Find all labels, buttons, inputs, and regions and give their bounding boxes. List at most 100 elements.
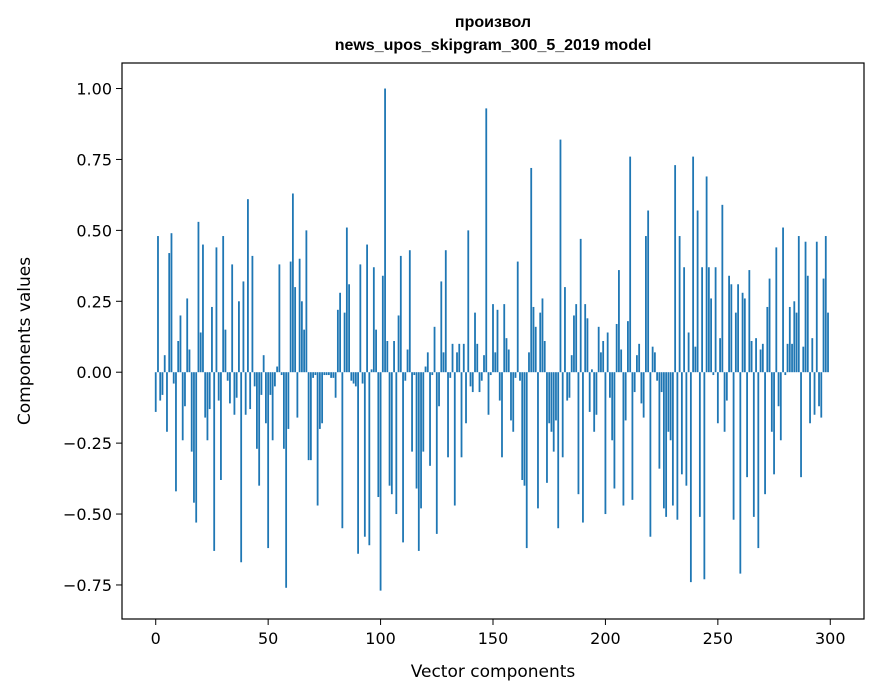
- bar: [768, 278, 771, 373]
- bar: [271, 372, 274, 441]
- bar: [586, 318, 589, 373]
- bar: [570, 355, 573, 373]
- bar: [314, 372, 317, 376]
- bar: [303, 329, 306, 373]
- bar: [779, 372, 782, 441]
- bar: [748, 270, 751, 373]
- bar: [824, 236, 827, 373]
- bar: [575, 304, 578, 373]
- bar: [705, 176, 708, 373]
- y-tick-label: −0.75: [63, 576, 112, 595]
- chart-subtitle: news_upos_skipgram_300_5_2019 model: [335, 37, 652, 54]
- bar: [442, 352, 445, 373]
- x-tick-label: 150: [478, 629, 509, 648]
- bar: [186, 298, 189, 373]
- bar: [193, 372, 195, 503]
- bar: [703, 372, 706, 580]
- bar: [827, 312, 829, 373]
- bar: [752, 372, 755, 517]
- bar: [534, 326, 537, 373]
- bar: [211, 306, 213, 373]
- bar: [213, 372, 216, 551]
- bar: [543, 341, 546, 373]
- bar: [815, 241, 818, 373]
- y-axis-label: Components values: [15, 257, 35, 425]
- bar: [743, 298, 746, 373]
- bar: [671, 372, 674, 506]
- bar: [692, 156, 695, 373]
- bar: [561, 372, 564, 458]
- bar: [507, 349, 510, 373]
- y-tick-label: 0.00: [76, 363, 112, 382]
- bar: [818, 372, 820, 407]
- bar: [361, 372, 364, 384]
- bar: [195, 372, 198, 523]
- bar: [348, 284, 350, 373]
- bar: [451, 343, 454, 373]
- bar: [698, 372, 701, 517]
- bar: [676, 372, 679, 520]
- bar: [685, 372, 688, 486]
- bar: [701, 267, 704, 373]
- bar: [541, 298, 544, 373]
- bar: [184, 372, 186, 407]
- bar: [256, 372, 258, 449]
- bar: [206, 372, 209, 441]
- bar: [478, 372, 481, 393]
- bar: [809, 372, 811, 424]
- bar: [498, 372, 501, 401]
- bar: [665, 372, 668, 517]
- bar: [249, 372, 252, 410]
- bar: [647, 210, 650, 373]
- y-axis: −0.75 −0.50 −0.25 0.00 0.25 0.50 0.75 1.00: [63, 80, 122, 595]
- bar: [595, 372, 598, 415]
- bar: [456, 352, 458, 373]
- bar: [154, 372, 157, 412]
- bar: [399, 255, 402, 373]
- bar: [615, 323, 618, 373]
- bar: [208, 372, 211, 410]
- bar: [795, 312, 798, 373]
- bar: [204, 372, 207, 418]
- bar: [168, 253, 171, 373]
- bar: [388, 372, 391, 486]
- bar: [444, 250, 447, 373]
- y-tick-label: −0.50: [63, 505, 112, 524]
- bar: [505, 338, 508, 373]
- bar: [190, 372, 193, 452]
- bar: [618, 270, 620, 373]
- bar: [438, 372, 440, 407]
- y-tick-label: 1.00: [76, 80, 112, 99]
- x-tick-label: 100: [365, 629, 396, 648]
- bar: [573, 315, 575, 373]
- bar: [797, 236, 800, 373]
- bar: [746, 372, 748, 478]
- bar: [179, 315, 182, 373]
- bar: [636, 355, 638, 373]
- bar: [638, 343, 641, 373]
- bar: [674, 165, 677, 373]
- bar: [229, 372, 231, 404]
- bar: [402, 372, 404, 543]
- bar: [714, 267, 717, 373]
- bar: [680, 372, 683, 475]
- bar: [420, 372, 422, 509]
- bar: [813, 372, 816, 415]
- bar: [260, 372, 263, 395]
- bar: [528, 352, 530, 373]
- bar: [485, 108, 488, 373]
- bar: [537, 372, 539, 509]
- bar: [253, 372, 256, 387]
- bar: [557, 372, 560, 529]
- bar: [465, 372, 467, 424]
- bar: [770, 372, 773, 432]
- bar: [222, 236, 225, 373]
- bar: [397, 315, 400, 373]
- bar: [806, 275, 809, 373]
- bar: [408, 250, 411, 373]
- bar: [244, 372, 247, 415]
- bar: [622, 372, 625, 506]
- bar: [217, 372, 220, 401]
- bar: [521, 372, 524, 480]
